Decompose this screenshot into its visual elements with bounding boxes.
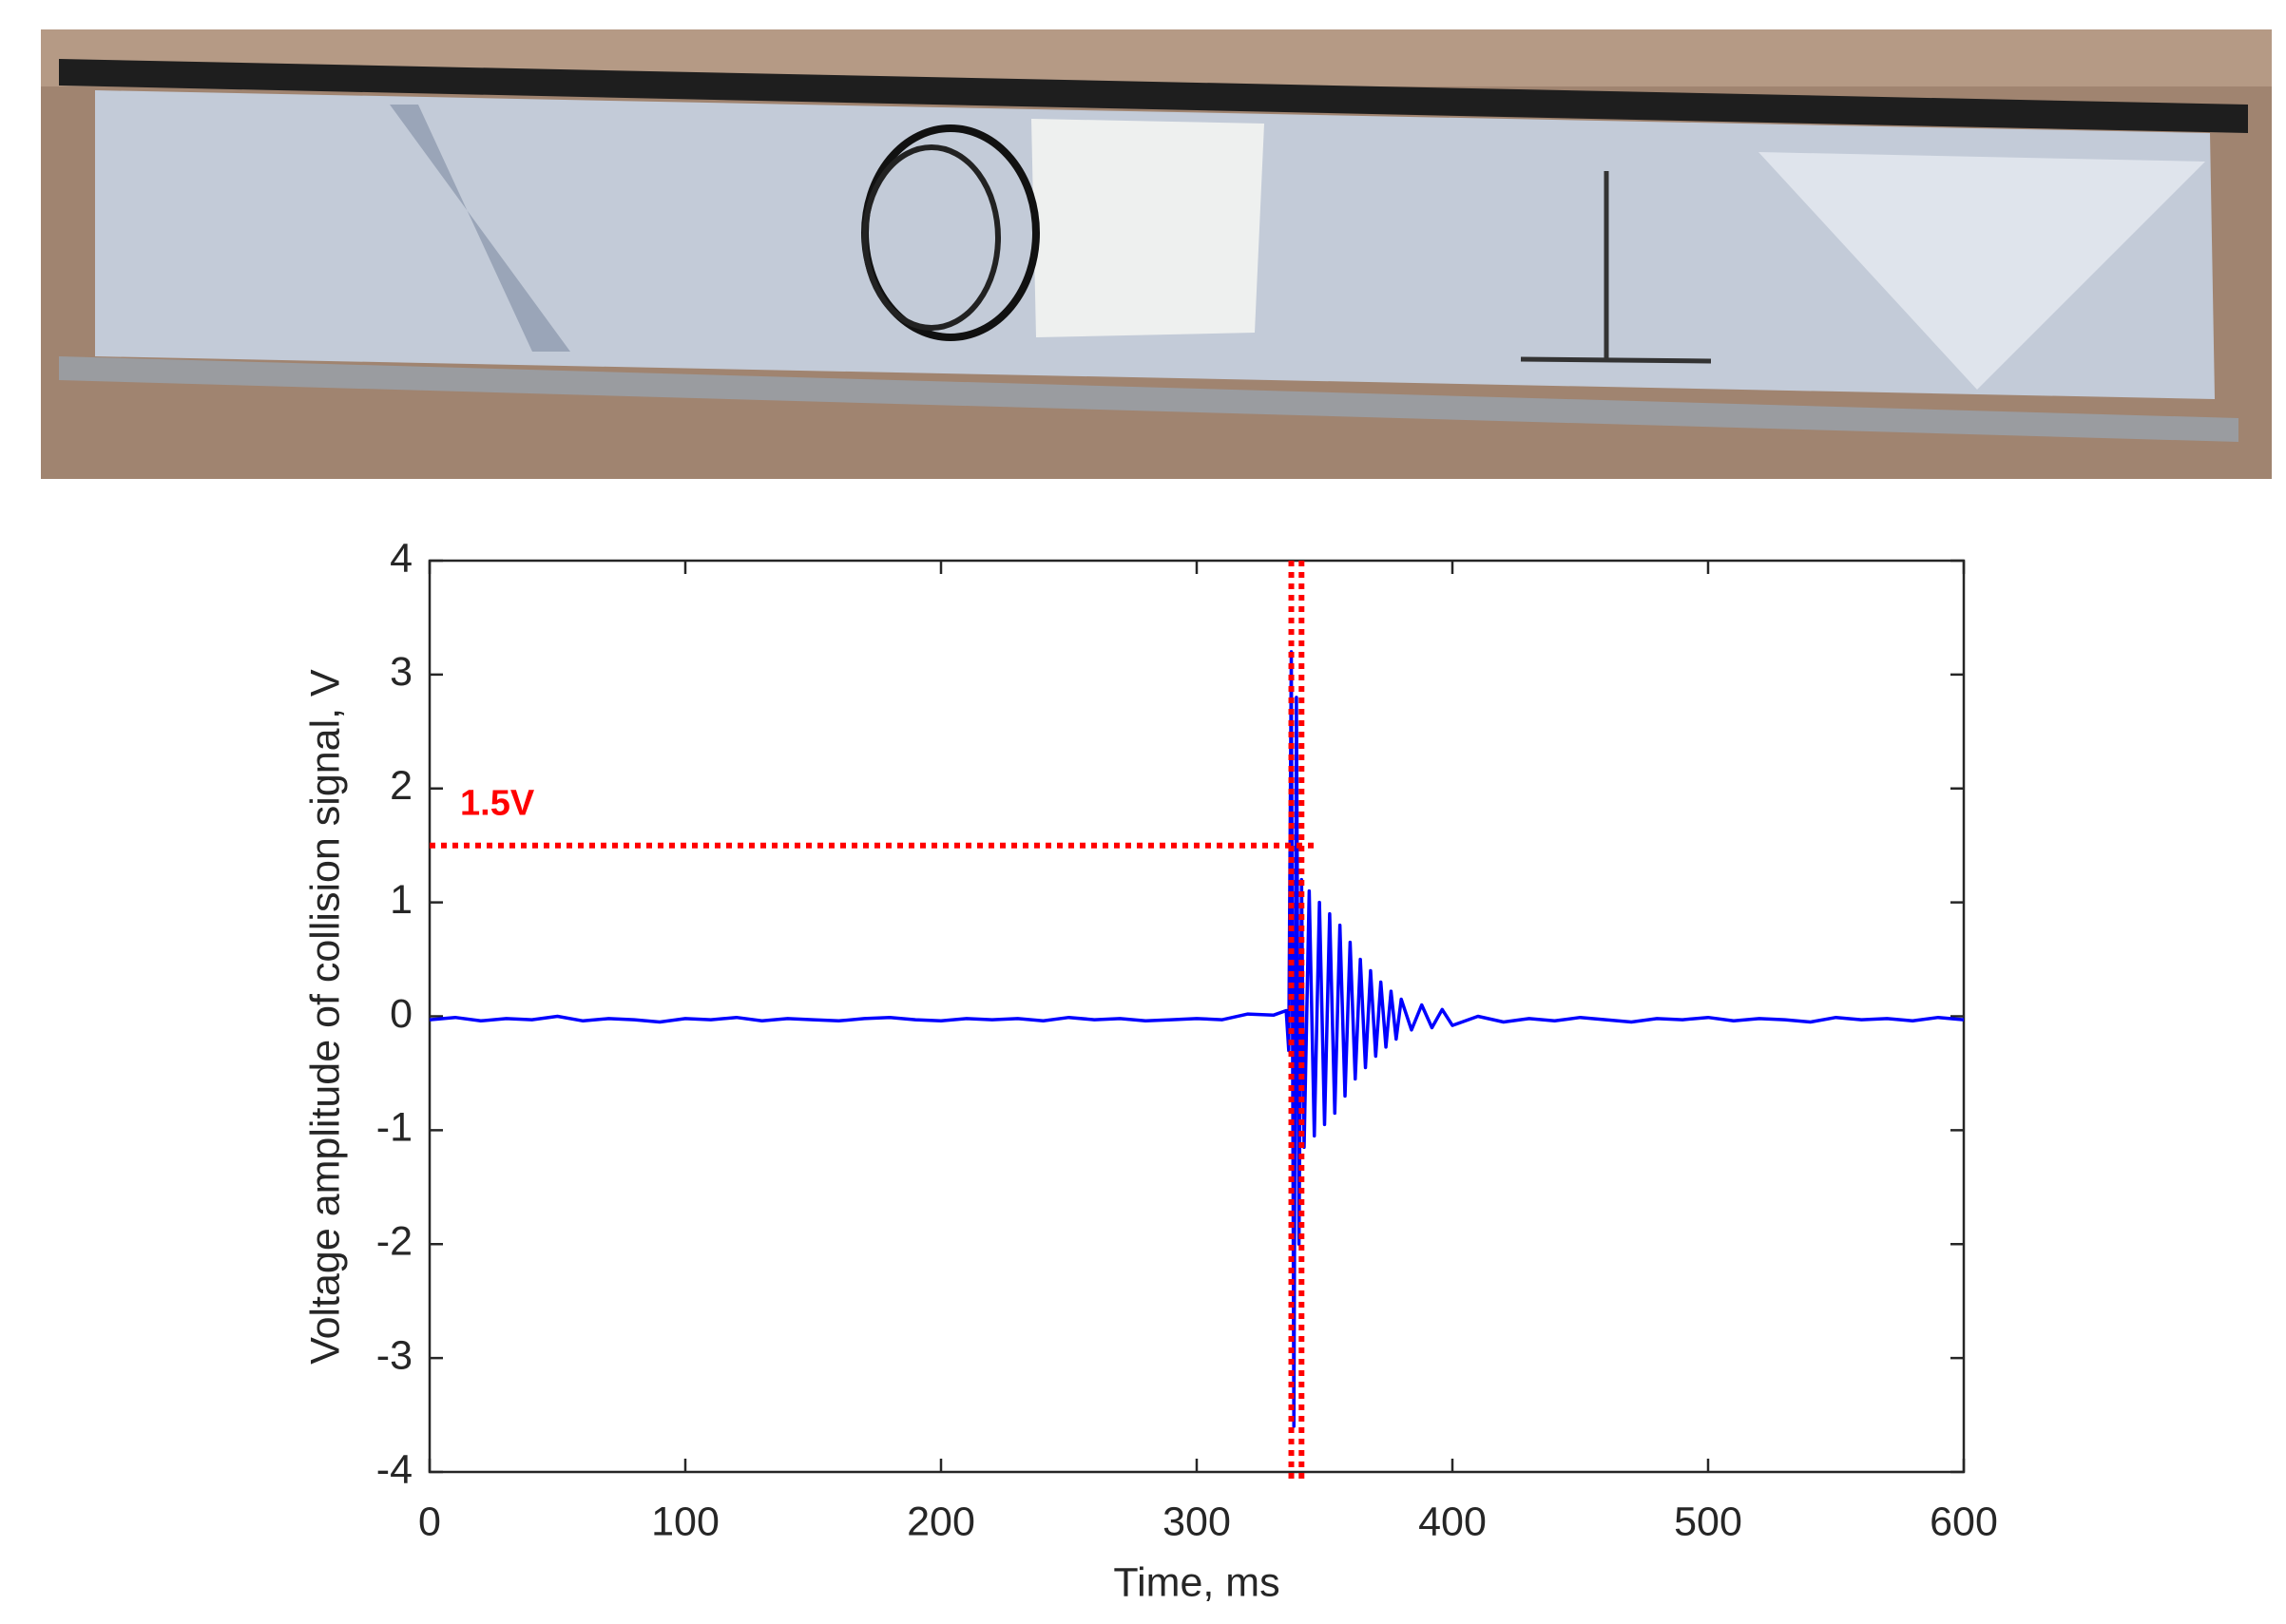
y-tick-label: -3 — [376, 1332, 413, 1378]
y-tick-label: 1 — [390, 877, 413, 923]
x-axis-label: Time, ms — [1113, 1559, 1279, 1605]
y-tick-label: 4 — [390, 535, 413, 581]
y-axis-label: Voltage amplitude of collision signal, V — [302, 669, 348, 1365]
x-tick-label: 500 — [1674, 1499, 1742, 1544]
y-tick-label: -1 — [376, 1105, 413, 1151]
x-tick-label: 600 — [1930, 1499, 1998, 1544]
beam-bottom-flange — [59, 356, 2238, 442]
x-tick-label: 100 — [651, 1499, 720, 1544]
x-tick-label: 200 — [907, 1499, 975, 1544]
triangle-panel — [1758, 152, 2205, 390]
x-tick-label: 0 — [418, 1499, 441, 1544]
x-tick-label: 300 — [1162, 1499, 1231, 1544]
white-pad — [1031, 119, 1264, 337]
beam-top-edge — [59, 59, 2248, 133]
cable-coil-inner — [862, 144, 1001, 331]
y-tick-label: -4 — [376, 1446, 413, 1492]
diagonal-mark — [390, 105, 570, 352]
threshold-label: 1.5V — [460, 784, 535, 824]
x-tick-label: 400 — [1418, 1499, 1487, 1544]
drawn-line — [1520, 356, 1712, 364]
y-tick-label: 3 — [390, 649, 413, 695]
signal-line — [429, 650, 1965, 1428]
plot-frame — [428, 559, 1966, 1474]
y-tick-label: -2 — [376, 1219, 413, 1265]
y-tick-label: 2 — [390, 763, 413, 809]
photo — [41, 29, 2272, 479]
y-tick-label: 0 — [390, 991, 413, 1037]
